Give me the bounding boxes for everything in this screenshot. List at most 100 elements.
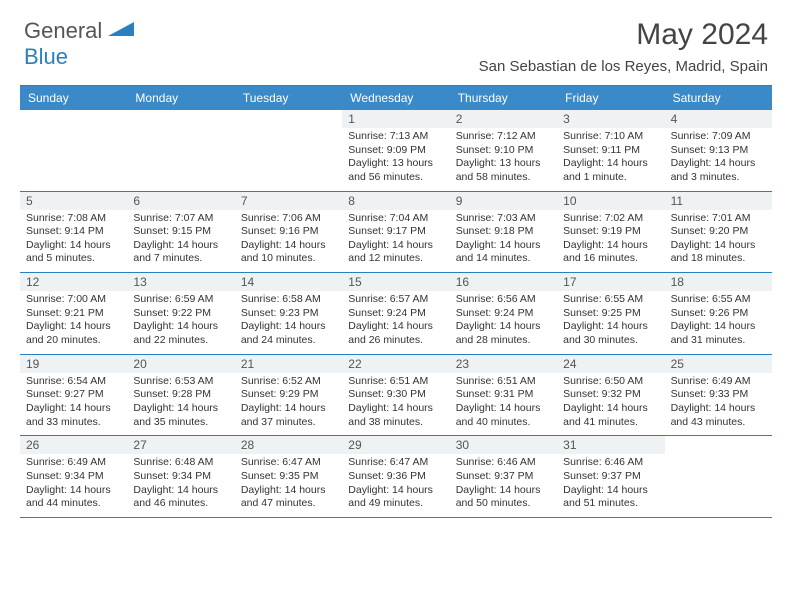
sunset-line: Sunset: 9:24 PM bbox=[456, 307, 551, 321]
day-number: 13 bbox=[127, 273, 234, 291]
day-number: 8 bbox=[342, 192, 449, 210]
logo-text-general: General bbox=[24, 18, 102, 44]
day-cell: 21Sunrise: 6:52 AMSunset: 9:29 PMDayligh… bbox=[235, 355, 342, 436]
day-cell: 8Sunrise: 7:04 AMSunset: 9:17 PMDaylight… bbox=[342, 192, 449, 273]
sunrise-line: Sunrise: 6:47 AM bbox=[348, 456, 443, 470]
sunset-line: Sunset: 9:27 PM bbox=[26, 388, 121, 402]
sunset-line: Sunset: 9:31 PM bbox=[456, 388, 551, 402]
day-number: 19 bbox=[20, 355, 127, 373]
day-cell: 9Sunrise: 7:03 AMSunset: 9:18 PMDaylight… bbox=[450, 192, 557, 273]
sunset-line: Sunset: 9:14 PM bbox=[26, 225, 121, 239]
daylight-line: Daylight: 14 hours and 5 minutes. bbox=[26, 239, 121, 266]
day-cell: 7Sunrise: 7:06 AMSunset: 9:16 PMDaylight… bbox=[235, 192, 342, 273]
sunset-line: Sunset: 9:29 PM bbox=[241, 388, 336, 402]
day-number: 7 bbox=[235, 192, 342, 210]
sunrise-line: Sunrise: 7:09 AM bbox=[671, 130, 766, 144]
sunset-line: Sunset: 9:18 PM bbox=[456, 225, 551, 239]
sunset-line: Sunset: 9:28 PM bbox=[133, 388, 228, 402]
day-cell bbox=[235, 110, 342, 191]
month-title: May 2024 bbox=[479, 18, 768, 52]
sunset-line: Sunset: 9:36 PM bbox=[348, 470, 443, 484]
sunrise-line: Sunrise: 6:49 AM bbox=[26, 456, 121, 470]
day-cell bbox=[127, 110, 234, 191]
day-number: 31 bbox=[557, 436, 664, 454]
day-number: 14 bbox=[235, 273, 342, 291]
day-cell: 28Sunrise: 6:47 AMSunset: 9:35 PMDayligh… bbox=[235, 436, 342, 517]
day-number: 28 bbox=[235, 436, 342, 454]
day-cell: 6Sunrise: 7:07 AMSunset: 9:15 PMDaylight… bbox=[127, 192, 234, 273]
daylight-line: Daylight: 14 hours and 24 minutes. bbox=[241, 320, 336, 347]
day-number: 11 bbox=[665, 192, 772, 210]
day-cell: 29Sunrise: 6:47 AMSunset: 9:36 PMDayligh… bbox=[342, 436, 449, 517]
sunset-line: Sunset: 9:30 PM bbox=[348, 388, 443, 402]
sunset-line: Sunset: 9:17 PM bbox=[348, 225, 443, 239]
sunset-line: Sunset: 9:35 PM bbox=[241, 470, 336, 484]
daylight-line: Daylight: 14 hours and 20 minutes. bbox=[26, 320, 121, 347]
sunrise-line: Sunrise: 7:06 AM bbox=[241, 212, 336, 226]
day-cell: 24Sunrise: 6:50 AMSunset: 9:32 PMDayligh… bbox=[557, 355, 664, 436]
day-cell: 10Sunrise: 7:02 AMSunset: 9:19 PMDayligh… bbox=[557, 192, 664, 273]
day-cell: 26Sunrise: 6:49 AMSunset: 9:34 PMDayligh… bbox=[20, 436, 127, 517]
daylight-line: Daylight: 14 hours and 18 minutes. bbox=[671, 239, 766, 266]
sunset-line: Sunset: 9:34 PM bbox=[133, 470, 228, 484]
sunrise-line: Sunrise: 6:48 AM bbox=[133, 456, 228, 470]
day-number: 30 bbox=[450, 436, 557, 454]
day-cell: 5Sunrise: 7:08 AMSunset: 9:14 PMDaylight… bbox=[20, 192, 127, 273]
day-header: Friday bbox=[557, 86, 664, 110]
day-number: 20 bbox=[127, 355, 234, 373]
day-number: 4 bbox=[665, 110, 772, 128]
day-cell: 12Sunrise: 7:00 AMSunset: 9:21 PMDayligh… bbox=[20, 273, 127, 354]
day-number: 10 bbox=[557, 192, 664, 210]
day-header: Thursday bbox=[450, 86, 557, 110]
sunrise-line: Sunrise: 6:55 AM bbox=[563, 293, 658, 307]
day-number: 12 bbox=[20, 273, 127, 291]
calendar: SundayMondayTuesdayWednesdayThursdayFrid… bbox=[20, 85, 772, 518]
sunrise-line: Sunrise: 6:51 AM bbox=[456, 375, 551, 389]
sunset-line: Sunset: 9:11 PM bbox=[563, 144, 658, 158]
week-row: 1Sunrise: 7:13 AMSunset: 9:09 PMDaylight… bbox=[20, 110, 772, 192]
daylight-line: Daylight: 14 hours and 28 minutes. bbox=[456, 320, 551, 347]
day-cell: 31Sunrise: 6:46 AMSunset: 9:37 PMDayligh… bbox=[557, 436, 664, 517]
daylight-line: Daylight: 14 hours and 50 minutes. bbox=[456, 484, 551, 511]
daylight-line: Daylight: 14 hours and 10 minutes. bbox=[241, 239, 336, 266]
logo-text-blue: Blue bbox=[24, 44, 68, 70]
day-cell: 30Sunrise: 6:46 AMSunset: 9:37 PMDayligh… bbox=[450, 436, 557, 517]
sunrise-line: Sunrise: 7:01 AM bbox=[671, 212, 766, 226]
day-cell: 14Sunrise: 6:58 AMSunset: 9:23 PMDayligh… bbox=[235, 273, 342, 354]
day-number: 15 bbox=[342, 273, 449, 291]
sunset-line: Sunset: 9:37 PM bbox=[456, 470, 551, 484]
day-number: 16 bbox=[450, 273, 557, 291]
sunrise-line: Sunrise: 7:12 AM bbox=[456, 130, 551, 144]
daylight-line: Daylight: 14 hours and 44 minutes. bbox=[26, 484, 121, 511]
day-number: 29 bbox=[342, 436, 449, 454]
day-number: 2 bbox=[450, 110, 557, 128]
sunset-line: Sunset: 9:25 PM bbox=[563, 307, 658, 321]
day-cell: 25Sunrise: 6:49 AMSunset: 9:33 PMDayligh… bbox=[665, 355, 772, 436]
sunset-line: Sunset: 9:26 PM bbox=[671, 307, 766, 321]
daylight-line: Daylight: 14 hours and 26 minutes. bbox=[348, 320, 443, 347]
daylight-line: Daylight: 14 hours and 1 minute. bbox=[563, 157, 658, 184]
sunset-line: Sunset: 9:20 PM bbox=[671, 225, 766, 239]
title-block: May 2024 San Sebastian de los Reyes, Mad… bbox=[479, 18, 768, 75]
sunset-line: Sunset: 9:19 PM bbox=[563, 225, 658, 239]
day-number: 17 bbox=[557, 273, 664, 291]
daylight-line: Daylight: 13 hours and 58 minutes. bbox=[456, 157, 551, 184]
day-cell: 22Sunrise: 6:51 AMSunset: 9:30 PMDayligh… bbox=[342, 355, 449, 436]
daylight-line: Daylight: 14 hours and 51 minutes. bbox=[563, 484, 658, 511]
day-number: 9 bbox=[450, 192, 557, 210]
day-cell: 16Sunrise: 6:56 AMSunset: 9:24 PMDayligh… bbox=[450, 273, 557, 354]
sunrise-line: Sunrise: 6:50 AM bbox=[563, 375, 658, 389]
daylight-line: Daylight: 14 hours and 41 minutes. bbox=[563, 402, 658, 429]
day-cell bbox=[665, 436, 772, 517]
sunrise-line: Sunrise: 6:47 AM bbox=[241, 456, 336, 470]
sunset-line: Sunset: 9:21 PM bbox=[26, 307, 121, 321]
sunrise-line: Sunrise: 6:59 AM bbox=[133, 293, 228, 307]
day-cell: 13Sunrise: 6:59 AMSunset: 9:22 PMDayligh… bbox=[127, 273, 234, 354]
week-row: 12Sunrise: 7:00 AMSunset: 9:21 PMDayligh… bbox=[20, 273, 772, 355]
day-cell: 15Sunrise: 6:57 AMSunset: 9:24 PMDayligh… bbox=[342, 273, 449, 354]
day-number: 27 bbox=[127, 436, 234, 454]
sunrise-line: Sunrise: 7:10 AM bbox=[563, 130, 658, 144]
day-header: Tuesday bbox=[235, 86, 342, 110]
sunrise-line: Sunrise: 6:46 AM bbox=[563, 456, 658, 470]
day-cell: 19Sunrise: 6:54 AMSunset: 9:27 PMDayligh… bbox=[20, 355, 127, 436]
